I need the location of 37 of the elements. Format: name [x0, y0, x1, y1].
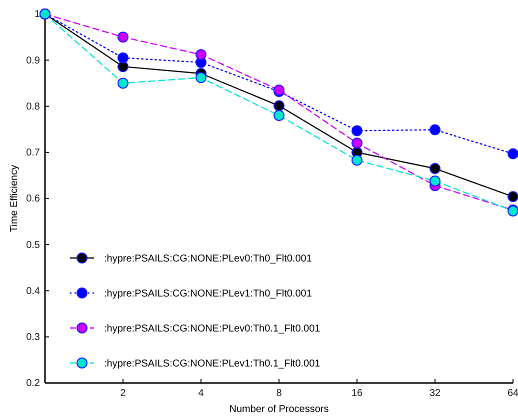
y-axis-title: Time Efficiency	[9, 164, 20, 232]
point	[274, 100, 284, 112]
point	[118, 32, 128, 43]
x-axis-title: Number of Processors	[229, 404, 329, 415]
point	[430, 163, 440, 174]
y-tick-label: 0.8	[26, 101, 40, 112]
point	[118, 78, 128, 89]
legend-label: :hypre:PSAILS:CG:NONE:PLev0:Th0_Flt0.001	[104, 254, 312, 264]
point	[196, 49, 206, 60]
legend-label: :hypre:PSAILS:CG:NONE:PLev0:Th0.1_Flt0.001	[104, 324, 321, 334]
y-tick-label: 0.4	[26, 286, 40, 297]
point	[352, 125, 362, 136]
point	[118, 52, 128, 64]
point	[352, 138, 362, 149]
point	[430, 124, 440, 136]
point	[430, 175, 440, 186]
x-tick-label: 2	[120, 388, 126, 400]
y-tick-label: 0.9	[26, 55, 40, 66]
y-tick-label: 0.5	[26, 240, 40, 251]
point	[352, 154, 362, 166]
y-tick-label: 0.2	[26, 378, 40, 390]
legend-label: :hypre:PSAILS:CG:NONE:PLev1:Th0_Flt0.001	[104, 288, 312, 300]
y-tick-label: 1	[34, 9, 40, 20]
x-tick-label: 4	[198, 388, 204, 400]
point	[196, 72, 206, 84]
point	[508, 148, 518, 160]
point	[118, 61, 128, 72]
y-tick-label: 0.6	[26, 194, 40, 205]
point	[508, 191, 518, 202]
x-tick-label: 16	[351, 388, 363, 400]
x-tick-label: 32	[429, 388, 441, 400]
x-tick-label: 64	[507, 388, 518, 400]
x-tick-label: 8	[276, 388, 282, 400]
y-tick-label: 0.3	[26, 332, 40, 344]
y-tick-label: 0.7	[26, 148, 40, 159]
legend-label: :hypre:PSAILS:CG:NONE:PLev1:Th0.1_Flt0.001	[104, 358, 321, 370]
point	[274, 110, 284, 121]
